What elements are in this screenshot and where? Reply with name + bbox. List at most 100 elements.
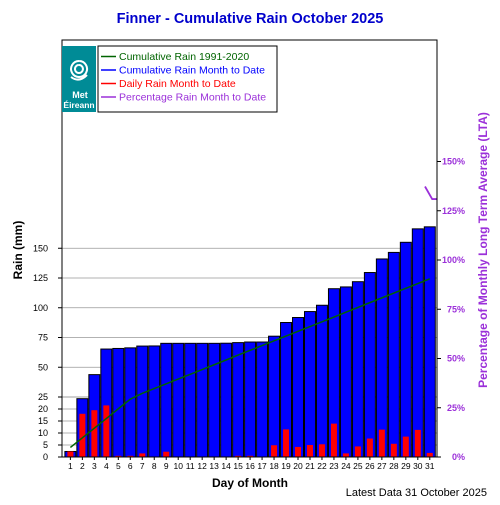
cumulative-bar-day-13 [209,343,220,457]
logo-text-eireann: Éireann [63,100,94,110]
x-tick-label: 4 [104,461,109,471]
daily-bar-day-24 [343,453,349,457]
percentage-line [425,186,437,199]
left-tick-label: 150 [33,243,48,253]
x-tick-label: 9 [164,461,169,471]
left-tick-label: 125 [33,273,48,283]
daily-bar-day-7 [139,453,145,457]
left-tick-label: 15 [38,416,48,426]
daily-bar-day-27 [379,430,385,457]
x-tick-label: 21 [305,461,315,471]
x-tick-label: 3 [92,461,97,471]
x-tick-label: 13 [209,461,219,471]
cumulative-bar-day-8 [149,346,160,457]
cumulative-bar-day-31 [424,227,435,457]
x-tick-label: 6 [128,461,133,471]
right-tick-label: 75% [447,304,465,314]
x-tick-label: 18 [269,461,279,471]
x-tick-label: 7 [140,461,145,471]
cumulative-bar-day-27 [376,259,387,457]
right-tick-label: 125% [442,206,465,216]
met-eireann-logo: Met Éireann [62,46,96,112]
x-tick-label: 27 [377,461,387,471]
right-tick-label: 150% [442,157,465,167]
cumulative-bar-day-10 [173,343,184,457]
x-tick-label: 28 [389,461,399,471]
cumulative-bar-day-22 [316,305,327,457]
left-tick-label: 75 [38,333,48,343]
daily-bar-day-3 [91,410,97,457]
x-tick-label: 10 [173,461,183,471]
daily-bar-day-18 [271,445,277,457]
daily-bar-day-20 [295,447,301,457]
logo-text-met: Met [72,90,88,100]
daily-bar-day-26 [367,439,373,457]
legend-label: Cumulative Rain Month to Date [119,65,265,77]
left-tick-label: 25 [38,392,48,402]
x-tick-label: 2 [80,461,85,471]
x-tick-label: 25 [353,461,363,471]
cumulative-bar-day-30 [412,229,423,457]
right-axis-ticks: 0% 25% 50% 75% 100% 125% 150% [437,157,465,463]
x-tick-label: 11 [186,461,195,471]
cumulative-bar-day-28 [388,252,399,457]
cumulative-bar-day-21 [305,312,316,457]
chart-title: Finner - Cumulative Rain October 2025 [117,11,384,27]
daily-bar-day-30 [415,430,421,457]
left-tick-label: 10 [38,428,48,438]
x-tick-label: 24 [341,461,351,471]
x-tick-label: 30 [413,461,423,471]
x-tick-label: 8 [152,461,157,471]
daily-bar-day-28 [391,444,397,457]
y2-axis-label: Percentage of Monthly Long Term Average … [476,112,490,388]
left-tick-label: 100 [33,303,48,313]
x-tick-label: 23 [329,461,339,471]
x-tick-label: 31 [425,461,435,471]
cumulative-bar-day-18 [269,336,280,457]
daily-bar-day-9 [163,452,169,457]
x-tick-label: 14 [221,461,231,471]
y-axis-label: Rain (mm) [11,221,25,280]
x-tick-label: 1 [68,461,73,471]
cumulative-bar-day-20 [293,318,304,457]
right-tick-label: 100% [442,255,465,265]
daily-bar-day-1 [67,451,73,457]
cumulative-bar-day-12 [197,343,208,457]
latest-data-footer: Latest Data 31 October 2025 [346,487,487,499]
daily-bar-day-4 [103,405,109,457]
right-tick-label: 25% [447,403,465,413]
cumulative-bar-day-29 [400,242,411,457]
cumulative-bar-day-7 [137,346,148,457]
daily-bar-day-19 [283,429,289,457]
legend-label: Cumulative Rain 1991-2020 [119,51,249,63]
cumulative-bar-day-15 [233,343,244,457]
cumulative-bar-day-17 [257,342,268,457]
legend-label: Percentage Rain Month to Date [119,92,266,104]
daily-bar-day-22 [319,444,325,457]
x-tick-label: 29 [401,461,411,471]
right-tick-label: 50% [447,354,465,364]
cumulative-bar-day-26 [364,273,375,457]
cumulative-bar-day-16 [245,342,256,457]
x-tick-label: 12 [197,461,207,471]
right-tick-label: 0% [452,452,465,462]
daily-bar-day-29 [403,437,409,457]
x-tick-label: 5 [116,461,121,471]
x-tick-label: 16 [245,461,255,471]
daily-bar-day-21 [307,445,313,457]
legend: Cumulative Rain 1991-2020 Cumulative Rain… [98,46,277,112]
x-tick-label: 15 [233,461,243,471]
x-tick-label: 17 [257,461,267,471]
legend-label: Daily Rain Month to Date [119,78,236,90]
left-tick-label: 50 [38,362,48,372]
cumulative-bar-day-9 [161,343,172,457]
daily-bar-day-23 [331,424,337,457]
cumulative-bars [65,227,435,457]
daily-bar-day-25 [355,446,361,457]
x-axis-label: Day of Month [212,476,288,490]
left-tick-label: 0 [43,452,48,462]
